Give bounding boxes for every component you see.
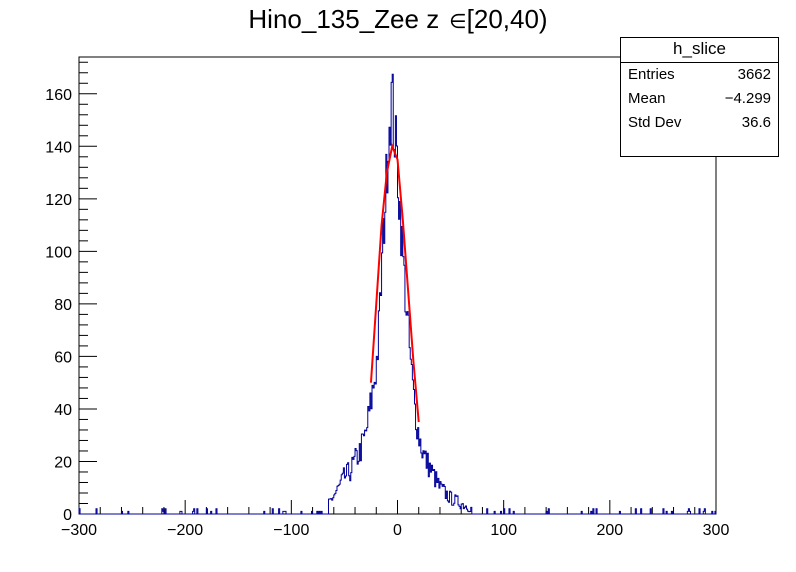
y-tick-label: 80 [54,297,72,314]
chart-title-text: Hino_135_Zee z [248,4,440,34]
chart-title-range: [20,40) [466,4,548,34]
x-tick-label: 200 [596,522,623,539]
x-tick-label: −300 [61,522,97,539]
stats-row-mean: Mean −4.299 [621,87,778,111]
x-tick-label: −100 [273,522,309,539]
y-tick-label: 0 [63,507,72,524]
stats-label-mean: Mean [628,90,666,107]
stats-value-entries: 3662 [737,66,771,83]
stats-value-stddev: 36.6 [741,114,771,131]
gaussian-fit-curve [369,142,420,423]
element-of-symbol: ∈ [449,9,467,33]
y-tick-label: 100 [45,244,72,261]
y-tick-label: 160 [45,87,72,104]
x-tick-label: 100 [490,522,517,539]
stats-row-entries: Entries 3662 [621,63,778,87]
stats-row-stddev: Std Dev 36.6 [621,111,778,135]
x-tick-label: 0 [393,522,402,539]
stats-box: h_slice Entries 3662 Mean −4.299 Std Dev… [620,37,779,157]
stats-label-entries: Entries [628,66,675,83]
y-tick-label: 120 [45,192,72,209]
y-tick-label: 40 [54,402,72,419]
histogram-series [78,73,717,515]
y-tick-label: 20 [54,454,72,471]
x-tick-label: 300 [703,522,730,539]
x-tick-label: −200 [167,522,203,539]
y-tick-label: 140 [45,139,72,156]
chart-title: Hino_135_Zee z ∈[20,40) [0,4,796,35]
stats-label-stddev: Std Dev [628,114,682,131]
stats-box-title: h_slice [621,38,778,63]
y-tick-label: 60 [54,349,72,366]
stats-value-mean: −4.299 [724,90,771,107]
